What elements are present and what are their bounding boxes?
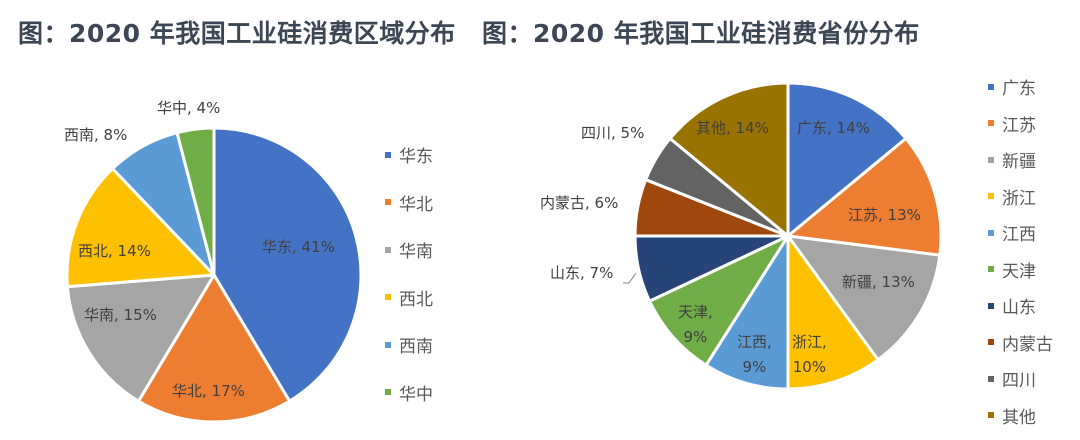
- legend-label: 四川: [1002, 371, 1036, 391]
- data-label-qita: 其他, 14%: [696, 119, 769, 137]
- pie-slice-1: [786, 81, 908, 238]
- legend-swatch-icon: [988, 339, 994, 345]
- legend-label: 天津: [1002, 261, 1036, 282]
- data-label-neimenggu: 内蒙古, 6%: [540, 194, 619, 212]
- legend-province-item-6: 天津: [988, 257, 1036, 282]
- pie-slice-4: [786, 234, 880, 391]
- data-label-xinjiang: 新疆, 13%: [842, 273, 915, 291]
- legend-swatch-icon: [385, 151, 391, 158]
- legend-region-item-4: 西北: [385, 285, 433, 310]
- pie-slice-3: [65, 273, 216, 403]
- legend-swatch-icon: [988, 229, 994, 236]
- legend-region-item-5: 西南: [385, 332, 433, 357]
- data-label-shandong: 山东, 7%: [550, 264, 614, 282]
- data-label-jiangxi-name: 江西,: [737, 333, 772, 351]
- chart-title-region: 图：2020 年我国工业硅消费区域分布: [18, 19, 456, 48]
- legend-swatch-icon: [988, 412, 994, 418]
- data-label-xinan: 西南, 8%: [64, 126, 128, 144]
- pie-slice-2: [786, 136, 943, 257]
- legend-label: 江西: [1002, 225, 1036, 245]
- legend-region-item-3: 华南: [385, 237, 433, 262]
- data-label-xibei: 西北, 14%: [78, 242, 151, 260]
- legend-region-item-1: 华东: [385, 142, 433, 167]
- legend-province-item-8: 内蒙古: [988, 330, 1053, 355]
- data-label-zhejiang-value: 10%: [792, 358, 827, 376]
- legend-province-item-4: 浙江: [988, 184, 1036, 209]
- legend-label: 华南: [399, 242, 433, 262]
- pie-slice-5: [704, 234, 790, 391]
- legend-label: 华东: [399, 147, 433, 167]
- data-label-jiangsu: 江苏, 13%: [848, 206, 921, 224]
- legend-region-item-6: 华中: [385, 380, 433, 405]
- data-label-huadong: 华东, 41%: [262, 238, 335, 256]
- legend-swatch-icon: [988, 302, 994, 309]
- legend-region-item-2: 华北: [385, 190, 433, 215]
- legend-swatch-icon: [988, 83, 994, 90]
- legend-swatch-icon: [988, 193, 994, 199]
- data-label-tianjin-value: 9%: [683, 328, 708, 346]
- data-label-tianjin: 天津, 9%: [678, 300, 713, 350]
- pie-slice-10: [668, 81, 790, 238]
- legend-label: 西南: [399, 337, 433, 357]
- pie-slice-1: [212, 126, 363, 403]
- legend-label: 浙江: [1002, 188, 1036, 209]
- data-label-zhejiang: 浙江, 10%: [792, 330, 827, 380]
- legend-province-item-5: 江西: [988, 220, 1036, 245]
- legend-label: 其他: [1002, 407, 1036, 428]
- legend-label: 新疆: [1002, 152, 1036, 172]
- legend-swatch-icon: [385, 246, 391, 253]
- legend-swatch-icon: [385, 294, 391, 300]
- legend-province-item-2: 江苏: [988, 111, 1036, 136]
- legend-swatch-icon: [988, 156, 994, 163]
- legend-label: 山东: [1002, 298, 1036, 318]
- chart-title-province: 图：2020 年我国工业硅消费省份分布: [482, 19, 920, 48]
- data-label-guangdong: 广东, 14%: [797, 119, 870, 137]
- legend-label: 广东: [1002, 79, 1036, 99]
- data-label-tianjin-name: 天津,: [678, 303, 713, 321]
- legend-label: 江苏: [1002, 115, 1036, 136]
- legend-swatch-icon: [988, 120, 994, 126]
- legend-swatch-icon: [988, 266, 994, 272]
- data-label-jiangxi: 江西, 9%: [737, 330, 772, 380]
- leader-line-shandong: [623, 272, 637, 284]
- data-label-jiangxi-value: 9%: [742, 358, 767, 376]
- pie-slice-3: [786, 234, 942, 362]
- legend-province-item-3: 新疆: [988, 147, 1036, 172]
- legend-label: 西北: [399, 289, 433, 310]
- data-label-sichuan: 四川, 5%: [581, 124, 645, 142]
- pie-slice-2: [136, 273, 292, 424]
- data-label-huabei: 华北, 17%: [172, 382, 245, 400]
- pie-slice-6: [648, 234, 790, 367]
- legend-label: 内蒙古: [1002, 334, 1053, 355]
- legend-province-item-7: 山东: [988, 293, 1036, 318]
- legend-province-item-10: 其他: [988, 403, 1036, 428]
- legend-swatch-icon: [385, 389, 391, 395]
- legend-label: 华中: [399, 384, 433, 405]
- pie-slice-4: [65, 167, 216, 289]
- legend-label: 华北: [399, 194, 433, 215]
- pie-slice-6: [175, 126, 216, 277]
- legend-swatch-icon: [385, 341, 391, 348]
- data-label-huanan: 华南, 15%: [84, 306, 157, 324]
- legend-swatch-icon: [385, 199, 391, 205]
- legend-swatch-icon: [988, 375, 994, 382]
- data-label-zhejiang-name: 浙江,: [792, 333, 827, 351]
- legend-province-item-9: 四川: [988, 366, 1036, 391]
- legend-province-item-1: 广东: [988, 74, 1036, 99]
- data-label-huazhong: 华中, 4%: [157, 99, 221, 117]
